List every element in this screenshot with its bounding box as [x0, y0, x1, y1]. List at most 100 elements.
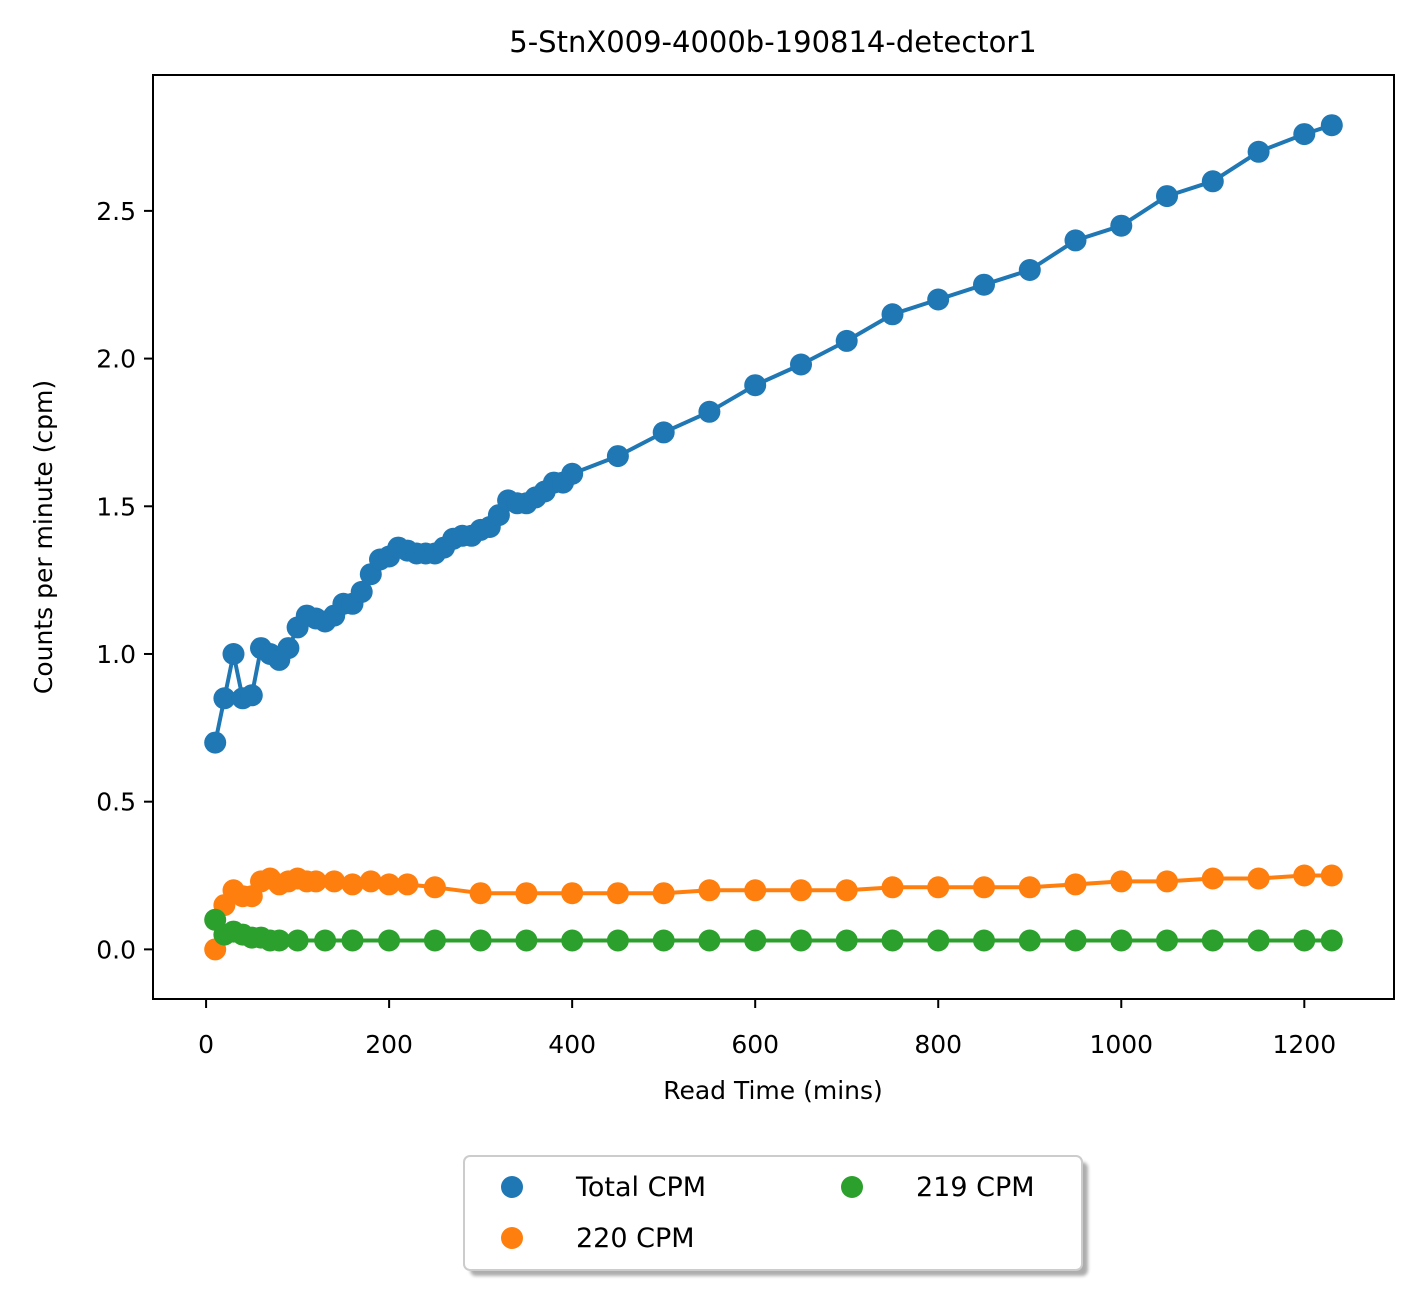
data-point: [515, 882, 538, 905]
series-1: [204, 864, 1343, 961]
data-point: [973, 929, 995, 952]
data-point: [323, 870, 346, 893]
y-axis: 0.0 0.5 1.0 1.5 2.0 2.5: [96, 197, 153, 964]
data-point: [790, 929, 812, 952]
data-point: [606, 929, 629, 952]
data-point: [973, 273, 995, 296]
legend-entries: Total CPM 220 CPM 219 CPM: [501, 1172, 1035, 1254]
plot-area: [152, 74, 1395, 1000]
x-axis: 0 200 400 600 800 1000 1200: [198, 999, 1336, 1059]
y-tick-label: 1.0: [96, 640, 136, 669]
data-point: [1018, 929, 1041, 952]
data-point: [1064, 873, 1087, 896]
legend-entry: Total CPM: [501, 1172, 706, 1203]
data-point: [423, 876, 446, 899]
data-point: [881, 303, 904, 326]
data-point: [1320, 929, 1343, 952]
data-point: [790, 353, 812, 376]
x-tick-label: 600: [731, 1030, 779, 1059]
data-point: [423, 929, 446, 952]
legend: Total CPM 220 CPM 219 CPM: [463, 1155, 1088, 1276]
data-point: [1156, 929, 1178, 952]
data-point: [744, 374, 767, 397]
data-point: [790, 879, 812, 902]
data-point: [396, 873, 419, 896]
x-tick-label: 400: [548, 1030, 596, 1059]
legend-label: Total CPM: [575, 1172, 706, 1203]
data-point: [204, 731, 227, 754]
data-point: [469, 882, 492, 905]
data-point: [240, 684, 263, 707]
data-point: [1018, 259, 1041, 281]
data-point: [1110, 929, 1133, 952]
data-point: [341, 873, 364, 896]
x-tick-label: 200: [365, 1030, 413, 1059]
data-point: [927, 876, 950, 899]
data-point: [973, 876, 995, 899]
data-point: [1293, 929, 1316, 952]
data-point: [561, 462, 584, 485]
series-layer: [204, 114, 1343, 961]
data-point: [1247, 867, 1270, 890]
data-point: [1018, 876, 1041, 899]
y-tick-label: 2.0: [96, 345, 136, 374]
y-tick-label: 2.5: [96, 197, 136, 226]
data-point: [515, 929, 538, 952]
data-point: [350, 580, 373, 603]
data-point: [652, 929, 675, 952]
legend-box: [463, 1155, 1083, 1271]
data-point: [561, 929, 584, 952]
legend-marker: [501, 1227, 523, 1249]
data-point: [881, 876, 904, 899]
data-point: [744, 929, 767, 952]
data-point: [286, 929, 309, 952]
x-tick-label: 1200: [1272, 1030, 1336, 1059]
data-point: [927, 929, 950, 952]
data-point: [222, 643, 245, 665]
y-tick-label: 1.5: [96, 492, 136, 521]
data-point: [378, 873, 401, 896]
data-point: [341, 929, 364, 952]
data-point: [1201, 867, 1224, 890]
data-point: [359, 870, 382, 893]
data-point: [1201, 929, 1224, 952]
data-point: [561, 882, 584, 905]
data-point: [378, 929, 401, 952]
legend-label: 220 CPM: [576, 1223, 695, 1254]
data-point: [1110, 870, 1133, 893]
data-point: [1293, 864, 1316, 887]
data-point: [698, 400, 721, 423]
data-point: [652, 421, 675, 444]
data-point: [835, 929, 858, 952]
x-tick-label: 0: [198, 1030, 214, 1059]
data-point: [1320, 864, 1343, 887]
data-point: [1201, 170, 1224, 193]
data-point: [652, 882, 675, 905]
data-point: [213, 687, 236, 710]
plot-frame: [152, 74, 1395, 1000]
legend-entry: 220 CPM: [501, 1223, 695, 1254]
data-point: [1247, 140, 1270, 163]
x-axis-label: Read Time (mins): [663, 1076, 883, 1105]
data-point: [606, 445, 629, 468]
data-point: [881, 929, 904, 952]
x-tick-label: 800: [914, 1030, 962, 1059]
data-point: [277, 637, 300, 660]
y-tick-label: 0.0: [96, 935, 136, 964]
data-point: [1156, 185, 1178, 208]
data-point: [606, 882, 629, 905]
data-point: [1156, 870, 1178, 893]
data-point: [835, 879, 858, 902]
legend-marker: [841, 1176, 863, 1198]
y-tick-label: 0.5: [96, 788, 136, 817]
data-point: [268, 929, 291, 952]
data-point: [698, 879, 721, 902]
legend-label: 219 CPM: [916, 1172, 1035, 1203]
y-axis-label: Counts per minute (cpm): [29, 380, 58, 694]
data-point: [1293, 123, 1316, 146]
data-point: [469, 929, 492, 952]
data-point: [1064, 229, 1087, 252]
x-tick-label: 1000: [1089, 1030, 1153, 1059]
data-point: [927, 288, 950, 311]
